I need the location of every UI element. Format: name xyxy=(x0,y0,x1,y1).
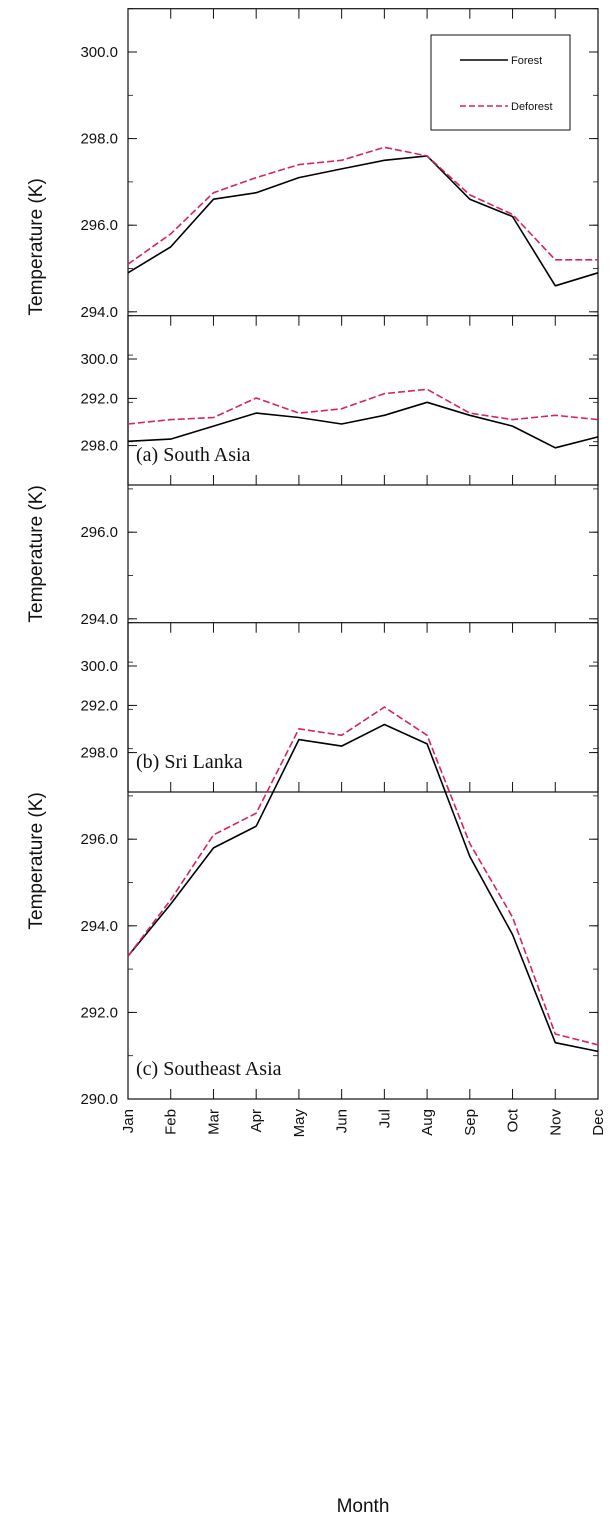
series-line-deforest xyxy=(127,146,598,265)
y-tick-label: 292.0 xyxy=(80,697,118,714)
y-tick-label: 292.0 xyxy=(80,1004,118,1021)
x-tick-label: Jan xyxy=(120,1109,137,1133)
x-tick-label: Apr xyxy=(248,1109,265,1132)
y-axis-title: Temperature (K) xyxy=(26,792,47,929)
series-line-forest xyxy=(127,401,599,449)
panel-frame xyxy=(127,8,599,486)
x-tick-label: Nov xyxy=(547,1109,564,1136)
legend-label-deforest: Deforest xyxy=(511,101,553,113)
y-tick-label: 294.0 xyxy=(80,918,118,935)
x-tick-label: Sep xyxy=(462,1109,479,1136)
panel-label: (c) Southeast Asia xyxy=(136,1058,282,1080)
x-tick-label: Oct xyxy=(505,1108,522,1132)
series-line-forest xyxy=(127,723,599,1053)
y-tick-label: 294.0 xyxy=(80,304,118,321)
legend-label-forest: Forest xyxy=(511,55,542,67)
y-tick-label: 296.0 xyxy=(80,831,118,848)
y-axis-title: Temperature (K) xyxy=(26,485,47,622)
x-tick-label: Mar xyxy=(205,1109,222,1135)
legend: Forest Deforest xyxy=(430,34,571,131)
panels-layer: 292.0 294.0 296.0 298.0 300.0 Temperature (K)… xyxy=(26,8,607,1138)
series-line-deforest xyxy=(127,388,599,425)
y-tick-label: 298.0 xyxy=(80,131,118,148)
series-line-forest xyxy=(127,155,599,287)
x-tick-label: Aug xyxy=(419,1109,436,1136)
x-tick-label: Feb xyxy=(163,1109,180,1135)
y-tick-label: 300.0 xyxy=(80,351,118,368)
x-tick-label: May xyxy=(291,1109,308,1138)
y-tick-label: 296.0 xyxy=(80,217,118,234)
panel-3: 290.0 292.0 294.0 296.0 298.0 300.0 Temperatur… xyxy=(26,622,599,1108)
legend-box xyxy=(430,34,571,131)
y-tick-label: 290.0 xyxy=(80,1091,118,1108)
panel-frame xyxy=(127,315,599,793)
y-tick-label: 296.0 xyxy=(80,524,118,541)
y-axis-title: Temperature (K) xyxy=(26,178,47,315)
panel-label: (b) Sri Lanka xyxy=(136,751,243,773)
x-tick-label: Jul xyxy=(376,1109,393,1128)
x-axis-title: Month xyxy=(337,1496,390,1517)
y-tick-label: 300.0 xyxy=(80,44,118,61)
panel-2: 292.0 294.0 296.0 298.0 300.0 Temperature (K)… xyxy=(26,315,599,793)
panel-frame xyxy=(127,622,599,1100)
x-tick-label: Jun xyxy=(334,1109,351,1133)
y-tick-label: 292.0 xyxy=(80,390,118,407)
series-line-deforest xyxy=(127,706,599,1046)
x-tick-label: Dec xyxy=(590,1109,607,1136)
y-tick-label: 298.0 xyxy=(80,745,118,762)
panel-label: (a) South Asia xyxy=(136,444,251,466)
y-tick-label: 294.0 xyxy=(80,611,118,628)
y-tick-label: 298.0 xyxy=(80,438,118,455)
panel-1: 292.0 294.0 296.0 298.0 300.0 Temperature (K)… xyxy=(26,8,599,486)
y-tick-label: 300.0 xyxy=(80,658,118,675)
